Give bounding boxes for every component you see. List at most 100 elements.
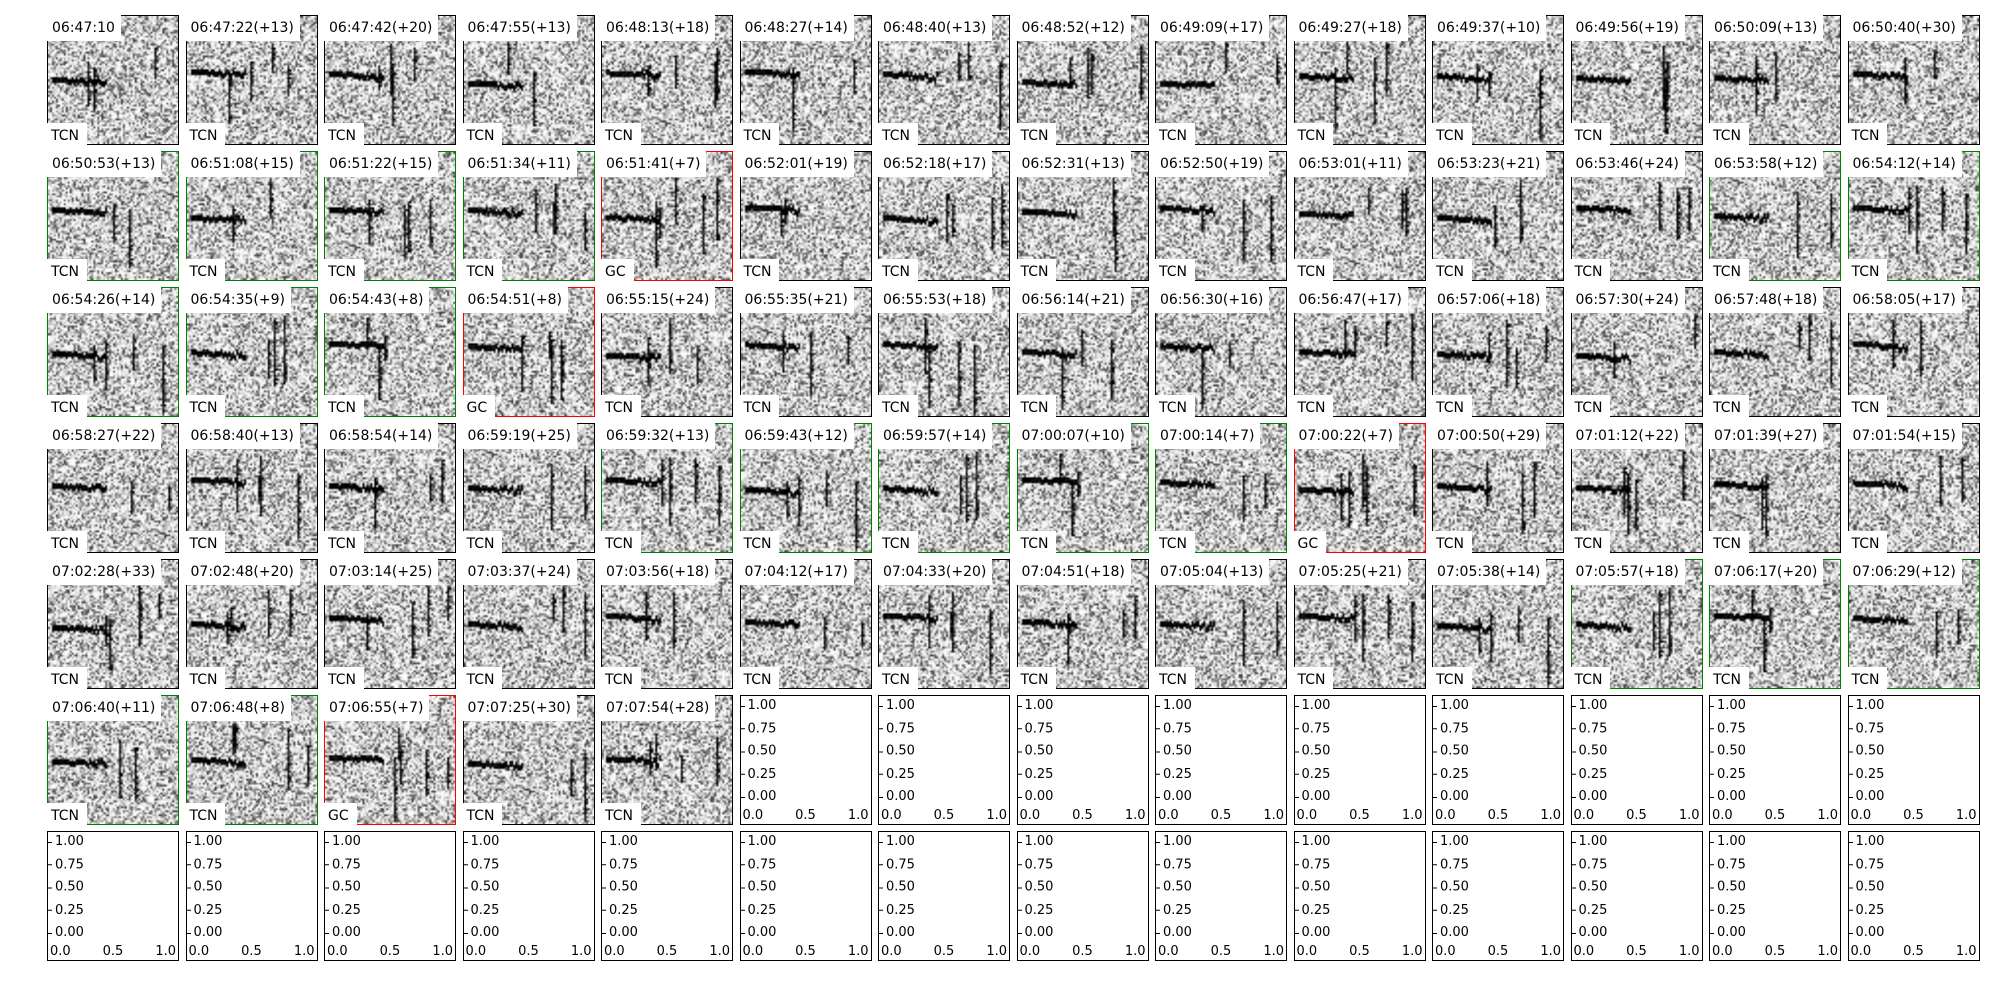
spectrogram-panel: 06:56:30(+16) TCN [1154, 286, 1287, 418]
empty-axes: 0.00 0.25 0.50 0.75 1.00 0.0 0.5 1.0 [601, 831, 733, 961]
panel-class-label: TCN [1569, 667, 1611, 690]
spectrogram-panel: 06:59:57(+14) TCN [877, 422, 1010, 554]
spectrogram-panel: 06:58:40(+13) TCN [184, 422, 318, 554]
x-axis: 0.0 0.5 1.0 [1297, 942, 1423, 959]
panel-title: 06:50:40(+30) [1846, 14, 1962, 41]
y-tick-label: 0.25 [1156, 902, 1192, 917]
panel-class-label: TCN [184, 395, 226, 418]
x-axis: 0.0 0.5 1.0 [466, 942, 592, 959]
y-tick-label: 0.75 [1848, 721, 1884, 736]
x-tick-label: 0.0 [1158, 808, 1179, 823]
y-tick-label: 0.00 [602, 925, 638, 940]
spectrogram-panel: 06:58:05(+17) TCN [1846, 286, 1980, 418]
x-tick-label: 0.5 [102, 944, 124, 959]
x-tick-label: 0.0 [1019, 808, 1041, 823]
panel-class-label: TCN [600, 803, 641, 826]
x-tick-label: 1.0 [570, 944, 592, 959]
x-tick-label: 0.0 [465, 944, 487, 959]
y-tick-label: 0.00 [1848, 789, 1884, 804]
panel-class-label: TCN [877, 123, 918, 146]
y-axis: 0.00 0.25 0.50 0.75 1.00 [602, 834, 732, 940]
y-tick-label: 0.75 [48, 857, 84, 872]
panel-title: 06:57:48(+18) [1708, 286, 1824, 313]
spectrogram-panel: 07:01:12(+22) TCN [1569, 422, 1703, 554]
panel-class-label: TCN [46, 667, 87, 690]
panel-class-label: TCN [738, 123, 780, 146]
panel-class-label: TCN [1708, 531, 1749, 554]
x-axis: 0.0 0.5 1.0 [604, 942, 730, 959]
y-tick-label: 0.00 [1433, 925, 1469, 940]
x-tick-label: 0.5 [1903, 944, 1924, 959]
panel-title: 06:54:51(+8) [461, 286, 568, 313]
spectrogram-panel: 06:52:01(+19) TCN [738, 150, 872, 282]
panel-title: 07:05:25(+21) [1292, 558, 1408, 585]
spectrogram-panel: 06:55:35(+21) TCN [738, 286, 872, 418]
x-axis: 0.0 0.5 1.0 [1574, 806, 1700, 823]
x-axis: 0.0 0.5 1.0 [189, 942, 315, 959]
panel-title: 06:49:09(+17) [1154, 14, 1270, 41]
panel-class-label: TCN [1292, 259, 1334, 282]
x-tick-label: 1.0 [1401, 944, 1423, 959]
y-tick-label: 0.50 [602, 880, 638, 895]
spectrogram-panel: 07:04:12(+17) TCN [738, 558, 872, 690]
panel-class-label: TCN [461, 531, 503, 554]
x-tick-label: 0.0 [742, 944, 764, 959]
panel-class-label: TCN [1292, 667, 1334, 690]
panel-class-label: TCN [877, 531, 918, 554]
empty-axes: 0.00 0.25 0.50 0.75 1.00 0.0 0.5 1.0 [878, 695, 1010, 825]
y-axis: 0.00 0.25 0.50 0.75 1.00 [1710, 698, 1840, 804]
empty-axes: 0.00 0.25 0.50 0.75 1.00 0.0 0.5 1.0 [1570, 831, 1703, 961]
y-tick-label: 0.50 [1848, 880, 1884, 895]
empty-axes: 0.00 0.25 0.50 0.75 1.00 0.0 0.5 1.0 [878, 831, 1010, 961]
y-tick-label: 0.25 [1571, 902, 1607, 917]
x-axis: 0.0 0.5 1.0 [743, 942, 869, 959]
x-axis: 0.0 0.5 1.0 [881, 806, 1007, 823]
panel-title: 07:03:14(+25) [323, 558, 439, 585]
y-axis: 0.00 0.25 0.50 0.75 1.00 [463, 834, 594, 940]
y-tick-label: 0.25 [879, 902, 915, 917]
spectrogram-panel: 06:52:18(+17) TCN [877, 150, 1010, 282]
x-tick-label: 1.0 [1124, 808, 1146, 823]
y-tick-label: 0.25 [740, 766, 776, 781]
empty-axes: 0.00 0.25 0.50 0.75 1.00 0.0 0.5 1.0 [1155, 695, 1287, 825]
empty-axes: 0.00 0.25 0.50 0.75 1.00 0.0 0.5 1.0 [47, 831, 179, 961]
spectrogram-panel: 06:47:22(+13) TCN [184, 14, 318, 146]
panel-title: 06:47:10 [46, 14, 121, 41]
spectrogram-panel: 06:52:31(+13) TCN [1015, 150, 1149, 282]
spectrogram-panel: 06:53:58(+12) TCN [1708, 150, 1841, 282]
x-tick-label: 0.5 [1210, 808, 1232, 823]
x-axis: 0.0 0.5 1.0 [1712, 942, 1838, 959]
empty-axes: 0.00 0.25 0.50 0.75 1.00 0.0 0.5 1.0 [324, 831, 456, 961]
x-tick-label: 0.0 [1850, 808, 1872, 823]
x-tick-label: 0.0 [881, 944, 902, 959]
panel-class-label: TCN [738, 259, 780, 282]
spectrogram-panel: 06:56:47(+17) TCN [1292, 286, 1426, 418]
empty-axes: 0.00 0.25 0.50 0.75 1.00 0.0 0.5 1.0 [1016, 831, 1149, 961]
y-tick-label: 0.25 [740, 902, 776, 917]
panel-class-label: TCN [461, 803, 503, 826]
x-tick-label: 0.5 [1626, 944, 1647, 959]
x-tick-label: 0.5 [795, 944, 816, 959]
x-axis: 0.0 0.5 1.0 [881, 942, 1007, 959]
y-tick-label: 0.25 [1294, 902, 1330, 917]
y-axis: 0.00 0.25 0.50 0.75 1.00 [740, 834, 871, 940]
empty-axes: 0.00 0.25 0.50 0.75 1.00 0.0 0.5 1.0 [185, 831, 318, 961]
panel-class-label: TCN [1846, 667, 1888, 690]
panel-class-label: TCN [1569, 123, 1611, 146]
x-axis: 0.0 0.5 1.0 [1297, 806, 1423, 823]
panel-class-label: TCN [184, 123, 226, 146]
panel-title: 07:01:54(+15) [1846, 422, 1962, 449]
panel-class-label: TCN [1431, 395, 1472, 418]
x-tick-label: 1.0 [1263, 808, 1284, 823]
empty-axes: 0.00 0.25 0.50 0.75 1.00 0.0 0.5 1.0 [739, 831, 872, 961]
panel-title: 06:51:08(+15) [184, 150, 300, 177]
spectrogram-panel: 07:05:57(+18) TCN [1569, 558, 1703, 690]
y-tick-label: 1.00 [1017, 698, 1053, 713]
panel-class-label: TCN [1015, 395, 1057, 418]
empty-axes: 0.00 0.25 0.50 0.75 1.00 0.0 0.5 1.0 [1570, 695, 1703, 825]
panel-title: 06:58:40(+13) [184, 422, 300, 449]
y-tick-label: 1.00 [48, 834, 84, 849]
panel-class-label: TCN [1015, 531, 1057, 554]
panel-title: 07:07:54(+28) [600, 694, 716, 721]
x-tick-label: 1.0 [155, 944, 176, 959]
